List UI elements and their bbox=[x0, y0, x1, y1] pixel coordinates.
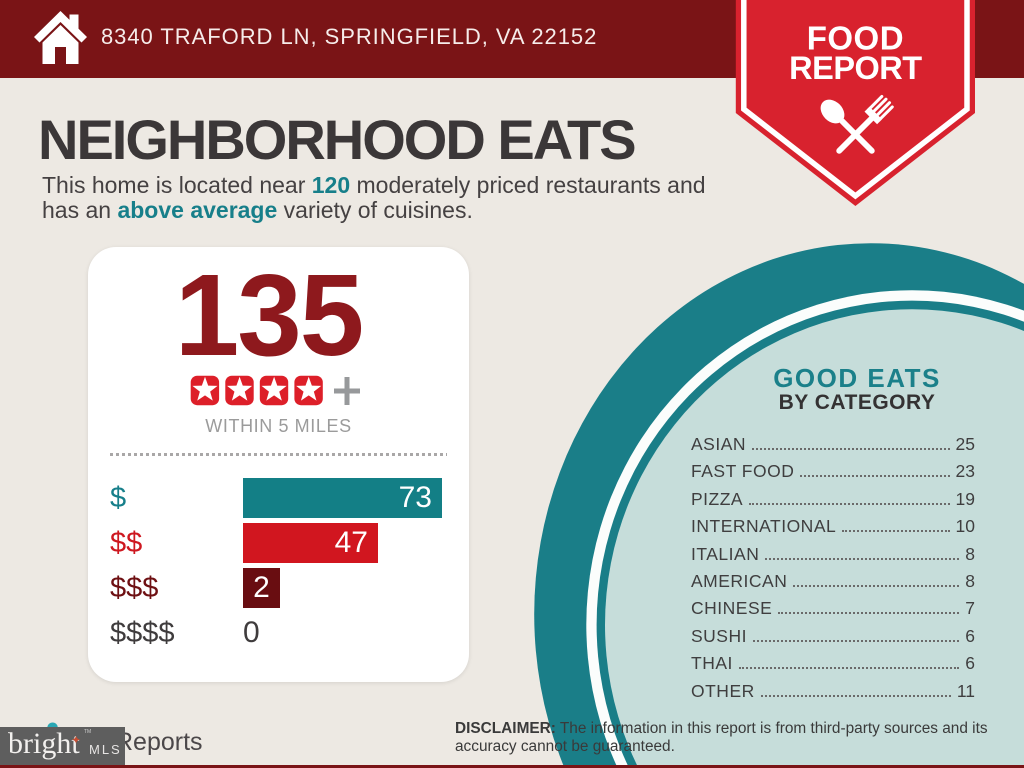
svg-text:FOOD: FOOD bbox=[807, 20, 904, 57]
svg-text:REPORT: REPORT bbox=[789, 50, 922, 86]
